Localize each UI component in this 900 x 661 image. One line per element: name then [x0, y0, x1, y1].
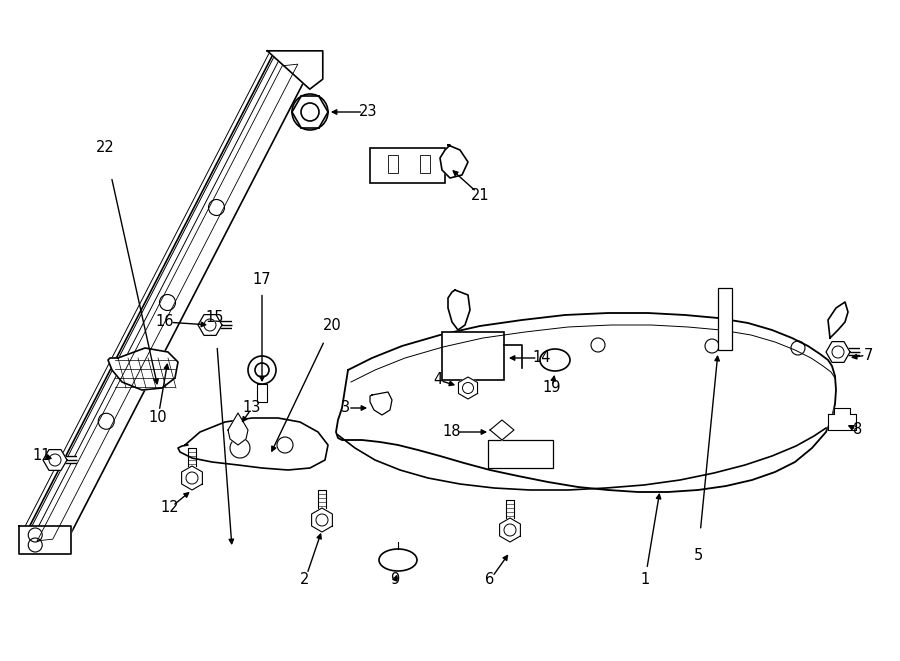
Text: 15: 15 [206, 311, 224, 325]
Polygon shape [490, 420, 514, 440]
Text: 23: 23 [359, 104, 377, 120]
Polygon shape [108, 348, 178, 390]
Polygon shape [440, 145, 468, 178]
Bar [420, 155, 430, 173]
Polygon shape [336, 313, 836, 492]
Polygon shape [828, 408, 856, 430]
Text: 10: 10 [148, 410, 167, 426]
Text: 7: 7 [863, 348, 873, 362]
Text: 21: 21 [471, 188, 490, 202]
Text: 2: 2 [301, 572, 310, 588]
Bar [257, 384, 267, 402]
Bar [718, 288, 732, 350]
Text: 22: 22 [95, 141, 114, 155]
Polygon shape [500, 518, 520, 542]
Bar [488, 440, 553, 468]
Text: 11: 11 [32, 447, 51, 463]
Polygon shape [458, 377, 478, 399]
Polygon shape [311, 508, 332, 532]
Text: 8: 8 [853, 422, 862, 438]
Text: 12: 12 [161, 500, 179, 516]
Text: 17: 17 [253, 272, 271, 288]
Polygon shape [448, 290, 470, 330]
Text: 5: 5 [693, 547, 703, 563]
Polygon shape [267, 51, 323, 89]
Polygon shape [198, 315, 222, 335]
Polygon shape [828, 302, 848, 338]
Text: 1: 1 [641, 572, 650, 588]
Text: 3: 3 [340, 401, 349, 416]
Text: 4: 4 [434, 373, 443, 387]
Polygon shape [27, 56, 308, 549]
Polygon shape [228, 413, 248, 445]
Text: 14: 14 [533, 350, 551, 366]
Text: 16: 16 [156, 315, 175, 329]
Bar [370, 148, 445, 183]
Text: 18: 18 [443, 424, 461, 440]
Polygon shape [182, 466, 202, 490]
Polygon shape [370, 392, 392, 415]
Text: 9: 9 [391, 572, 400, 588]
Text: 13: 13 [243, 401, 261, 416]
Text: 20: 20 [322, 317, 341, 332]
Text: 19: 19 [543, 381, 562, 395]
Polygon shape [826, 342, 850, 362]
Polygon shape [178, 418, 328, 470]
Bar [442, 332, 504, 380]
Bar [388, 155, 398, 173]
Polygon shape [19, 526, 71, 554]
Text: 6: 6 [485, 572, 495, 588]
Polygon shape [43, 449, 67, 471]
